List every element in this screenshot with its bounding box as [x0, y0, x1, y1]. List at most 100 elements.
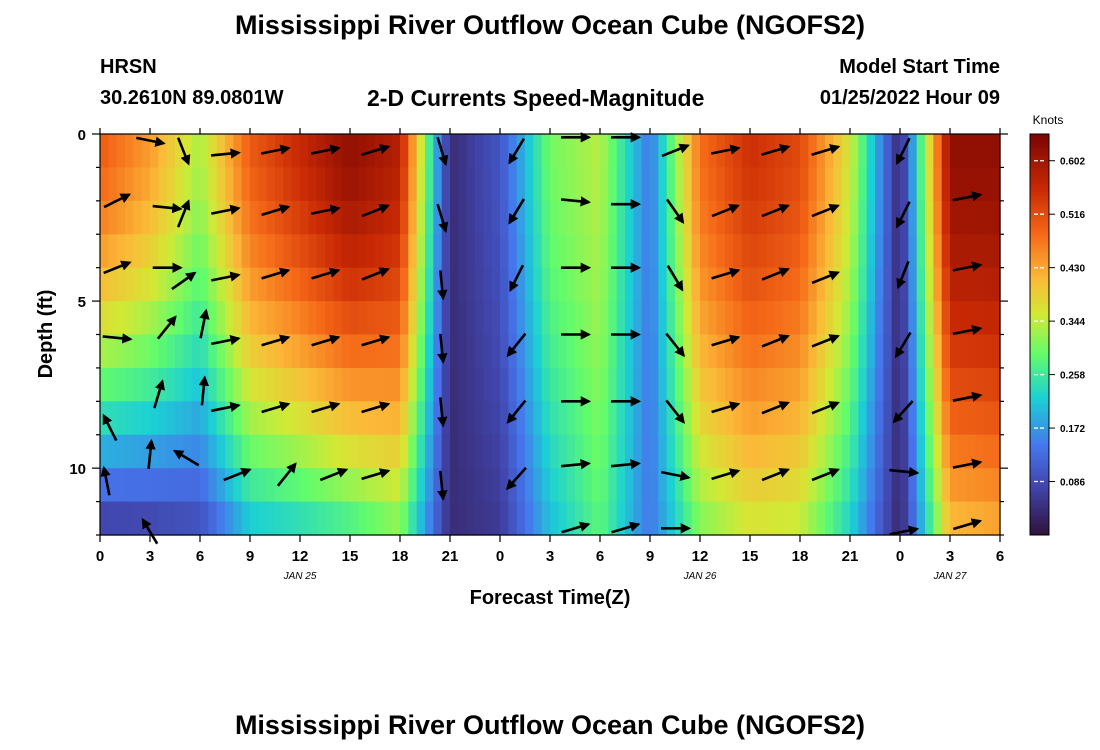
- heatmap-cell: [658, 501, 668, 536]
- heatmap-cell: [683, 200, 693, 235]
- heatmap-cell: [308, 167, 318, 202]
- heatmap-cell: [550, 167, 559, 202]
- heatmap-cell: [600, 367, 609, 402]
- heatmap-cell: [750, 234, 759, 269]
- heatmap-cell: [591, 134, 601, 169]
- heatmap-cell: [983, 401, 993, 436]
- heatmap-cell: [683, 234, 693, 269]
- heatmap-cell: [466, 134, 476, 169]
- current-vector: [894, 331, 912, 359]
- heatmap-cell: [525, 367, 534, 402]
- heatmap-cell: [500, 334, 509, 369]
- heatmap-cell: [975, 334, 984, 369]
- heatmap-cell: [591, 301, 601, 336]
- heatmap-cell: [683, 401, 693, 436]
- heatmap-cell: [200, 267, 209, 302]
- heatmap-cell: [908, 267, 918, 302]
- heatmap-cell: [908, 434, 918, 469]
- current-vector: [889, 525, 920, 536]
- heatmap-cell: [775, 301, 784, 336]
- heatmap-cell: [300, 167, 309, 202]
- heatmap-cell: [950, 200, 959, 235]
- heatmap-cell: [266, 401, 276, 436]
- heatmap-cell: [933, 501, 943, 536]
- heatmap-cell: [850, 401, 859, 436]
- heatmap-cell: [833, 434, 843, 469]
- current-vector: [276, 462, 297, 487]
- heatmap-cell: [483, 501, 493, 536]
- heatmap-cell: [933, 334, 943, 369]
- heatmap-cell: [675, 167, 684, 202]
- heatmap-cell: [308, 200, 318, 235]
- heatmap-cell: [966, 134, 976, 169]
- heatmap-cell: [300, 401, 309, 436]
- heatmap-cell: [316, 334, 326, 369]
- heatmap-cell: [783, 234, 793, 269]
- heatmap-cell: [241, 468, 251, 503]
- heatmap-cell: [933, 367, 943, 402]
- heatmap-cell: [600, 401, 609, 436]
- heatmap-cell: [133, 468, 143, 503]
- heatmap-cell: [716, 234, 726, 269]
- heatmap-cell: [616, 334, 626, 369]
- heatmap-cell: [225, 367, 234, 402]
- heatmap-cell: [916, 334, 926, 369]
- heatmap-cell: [991, 134, 1001, 169]
- heatmap-cell: [550, 301, 559, 336]
- heatmap-cell: [316, 468, 326, 503]
- heatmap-cell: [650, 167, 659, 202]
- heatmap-cell: [633, 501, 643, 536]
- heatmap-cell: [408, 501, 418, 536]
- heatmap-cell: [658, 167, 668, 202]
- heatmap-cell: [525, 401, 534, 436]
- heatmap-cell: [700, 367, 709, 402]
- current-vector: [361, 334, 391, 347]
- heatmap-cell: [491, 234, 501, 269]
- heatmap-cell: [691, 334, 701, 369]
- heatmap-cell: [816, 234, 826, 269]
- current-vector: [261, 204, 291, 217]
- heatmap-cell: [125, 134, 134, 169]
- heatmap-cell: [233, 234, 243, 269]
- heatmap-cell: [766, 301, 776, 336]
- heatmap-cell: [991, 167, 1001, 202]
- heatmap-cell: [341, 401, 351, 436]
- heatmap-cell: [425, 301, 434, 336]
- heatmap-cell: [883, 434, 893, 469]
- heatmap-cell: [716, 367, 726, 402]
- heatmap-cell: [741, 501, 751, 536]
- heatmap-cell: [958, 301, 968, 336]
- heatmap-cell: [750, 200, 759, 235]
- heatmap-cell: [825, 468, 834, 503]
- heatmap-cell: [150, 167, 159, 202]
- heatmap-cell: [166, 167, 176, 202]
- heatmap-cell: [983, 434, 993, 469]
- heatmap-cell: [375, 468, 384, 503]
- heatmap-cell: [183, 434, 193, 469]
- current-vector: [437, 270, 448, 301]
- heatmap-cell: [758, 501, 768, 536]
- current-vector: [889, 466, 920, 478]
- heatmap-cell: [208, 267, 218, 302]
- heatmap-cell: [833, 367, 843, 402]
- heatmap-cell: [450, 401, 459, 436]
- heatmap-cell: [433, 200, 443, 235]
- heatmap-cell: [558, 334, 568, 369]
- heatmap-cell: [433, 301, 443, 336]
- current-vector: [156, 315, 177, 340]
- heatmap-cell: [525, 267, 534, 302]
- heatmap-cell: [608, 334, 618, 369]
- heatmap-cell: [875, 200, 884, 235]
- heatmap-cell: [966, 401, 976, 436]
- heatmap-cell: [883, 134, 893, 169]
- x-tick-label: 15: [742, 548, 759, 565]
- heatmap-cell: [841, 334, 851, 369]
- heatmap-cell: [800, 267, 809, 302]
- heatmap-cell: [408, 468, 418, 503]
- heatmap-cell: [891, 434, 901, 469]
- heatmap-cell: [900, 468, 909, 503]
- heatmap-cell: [591, 267, 601, 302]
- heatmap-cell: [625, 367, 634, 402]
- heatmap-cell: [525, 134, 534, 169]
- heatmap-cell: [400, 367, 409, 402]
